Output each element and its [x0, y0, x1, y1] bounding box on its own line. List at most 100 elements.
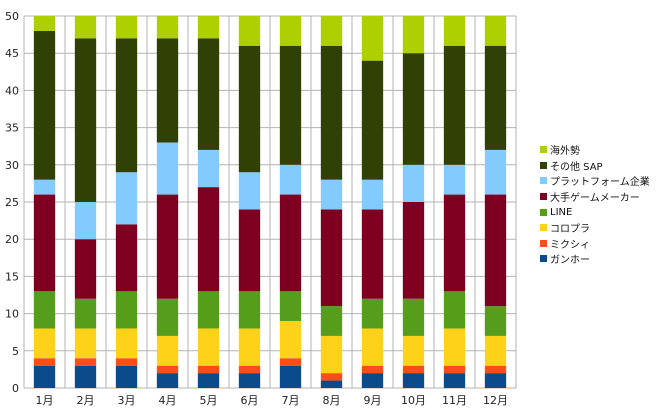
- legend-swatch: [540, 161, 547, 169]
- bar-segment-3-8: [320, 335, 343, 374]
- bar-segment-2-6: [238, 365, 261, 374]
- bar-segment-7-11: [443, 45, 466, 165]
- x-tick-label: 7月: [282, 394, 300, 407]
- bar-segment-1-12: [484, 373, 507, 388]
- legend-swatch: [540, 224, 547, 232]
- legend-label: 海外勢: [550, 146, 580, 158]
- bar-segment-2-7: [279, 358, 302, 366]
- bar-segment-4-4: [156, 298, 179, 336]
- y-tick-label: 15: [5, 270, 19, 283]
- y-tick-label: 25: [5, 196, 19, 209]
- bar-segment-8-2: [74, 16, 97, 39]
- bar-segment-5-7: [279, 194, 302, 292]
- bar-segment-8-9: [361, 16, 384, 61]
- bar-segment-8-5: [197, 16, 220, 39]
- grid-layer: [23, 15, 517, 389]
- legend-item: コロプラ: [540, 220, 652, 236]
- legend-item: その他 SAP: [540, 158, 652, 174]
- bar-segment-1-11: [443, 373, 466, 388]
- bar-segment-6-10: [402, 164, 425, 202]
- x-tick-label: 12月: [483, 394, 508, 407]
- bar-segment-4-10: [402, 298, 425, 336]
- bar-segment-8-10: [402, 16, 425, 54]
- bar-segment-1-4: [156, 373, 179, 388]
- bar-segment-7-7: [279, 45, 302, 165]
- legend-item: ミクシィ: [540, 236, 652, 252]
- bar-segment-2-8: [320, 373, 343, 381]
- x-tick-label: 3月: [118, 394, 136, 407]
- y-tick-label: 35: [5, 122, 19, 135]
- bar-segment-5-12: [484, 194, 507, 307]
- bar-segment-7-1: [33, 30, 56, 180]
- legend-swatch: [540, 239, 547, 247]
- bar-segment-8-8: [320, 16, 343, 46]
- legend-swatch: [540, 208, 547, 216]
- bar-segment-1-6: [238, 373, 261, 388]
- bar-segment-4-9: [361, 298, 384, 329]
- bar-segment-1-9: [361, 373, 384, 388]
- bar-segment-3-12: [484, 335, 507, 366]
- bar-segment-1-10: [402, 373, 425, 388]
- bar-segment-5-11: [443, 194, 466, 292]
- bar-segment-8-1: [33, 16, 56, 31]
- bar-segment-3-11: [443, 328, 466, 366]
- bar-segment-1-1: [33, 365, 56, 388]
- bar-segment-7-2: [74, 38, 97, 202]
- legend-swatch: [540, 255, 547, 263]
- legend-label: ガンホー: [550, 255, 590, 267]
- bar-segment-6-12: [484, 149, 507, 195]
- bar-segment-3-9: [361, 328, 384, 366]
- bar-segment-6-3: [115, 172, 138, 225]
- bar-segment-7-4: [156, 38, 179, 143]
- bar-segment-4-1: [33, 291, 56, 329]
- bar-segment-7-12: [484, 45, 507, 150]
- bar-segment-7-6: [238, 45, 261, 173]
- bar-segment-3-2: [74, 328, 97, 359]
- bar-segment-3-5: [197, 328, 220, 366]
- x-tick-label: 9月: [364, 394, 382, 407]
- bar-segment-5-3: [115, 224, 138, 292]
- legend-label: コロプラ: [550, 224, 590, 236]
- bar-segment-2-11: [443, 365, 466, 374]
- bar-segment-1-5: [197, 373, 220, 388]
- bar-segment-4-5: [197, 291, 220, 329]
- bar-segment-2-1: [33, 358, 56, 366]
- x-tick-label: 6月: [241, 394, 259, 407]
- bar-segment-7-9: [361, 60, 384, 180]
- bar-segment-6-1: [33, 179, 56, 195]
- legend-label: ミクシィ: [550, 239, 590, 251]
- y-tick-label: 45: [5, 47, 19, 60]
- legend-label: 大手ゲームメーカー: [550, 193, 640, 205]
- legend-swatch: [540, 146, 547, 154]
- legend-item: 海外勢: [540, 142, 652, 158]
- bar-segment-3-1: [33, 328, 56, 359]
- bar-segment-8-12: [484, 16, 507, 46]
- bars-layer: [33, 16, 507, 388]
- bar-segment-5-1: [33, 194, 56, 292]
- bar-segment-4-7: [279, 291, 302, 322]
- bar-segment-6-9: [361, 179, 384, 210]
- bar-segment-1-8: [320, 380, 343, 388]
- legend-label: プラットフォーム企業: [550, 177, 650, 189]
- y-tick-label: 50: [5, 10, 19, 23]
- y-tick-label: 5: [12, 345, 19, 358]
- bar-segment-8-7: [279, 16, 302, 46]
- bar-segment-7-5: [197, 38, 220, 150]
- bar-segment-5-9: [361, 209, 384, 299]
- bar-segment-2-9: [361, 365, 384, 374]
- x-tick-label: 10月: [401, 394, 426, 407]
- y-tick-label: 0: [12, 382, 19, 395]
- bar-segment-1-2: [74, 365, 97, 388]
- bar-segment-3-7: [279, 321, 302, 359]
- bar-segment-3-3: [115, 328, 138, 359]
- bar-segment-1-3: [115, 365, 138, 388]
- bar-segment-5-4: [156, 194, 179, 299]
- y-tick-label: 20: [5, 233, 19, 246]
- y-tick-label: 30: [5, 159, 19, 172]
- bar-segment-2-12: [484, 365, 507, 374]
- bar-segment-4-12: [484, 306, 507, 336]
- bar-segment-6-2: [74, 202, 97, 240]
- bar-segment-5-2: [74, 239, 97, 299]
- legend-item: ガンホー: [540, 251, 652, 267]
